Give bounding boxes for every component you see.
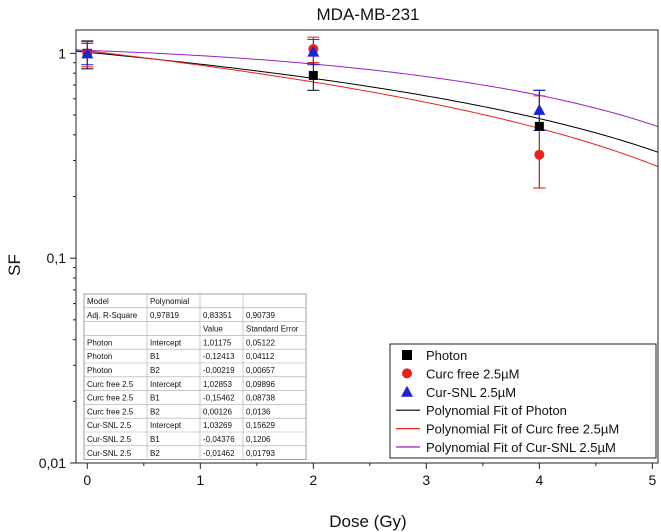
x-tick-label: 4	[535, 472, 543, 488]
fit-table-cell: B1	[150, 394, 160, 403]
fit-table-cell: 0,83351	[203, 311, 232, 320]
legend-marker-square	[402, 350, 412, 360]
fit-table-cell: -0,12413	[203, 352, 235, 361]
fit-table-cell: Curc free 2.5	[87, 407, 134, 416]
y-axis-title: SF	[5, 254, 24, 276]
fit-table-cell: 0,0136	[246, 407, 271, 416]
fit-table-cell: Photon	[87, 338, 112, 347]
legend-box	[389, 343, 657, 459]
fit-table-cell: Photon	[87, 352, 112, 361]
fit-table-cell: B2	[150, 366, 160, 375]
x-tick-label: 2	[309, 472, 317, 488]
fit-table-cell: Curc free 2.5	[87, 380, 134, 389]
fit-table-cell: B2	[150, 407, 160, 416]
fit-table-cell: -0,15462	[203, 394, 235, 403]
y-tick-label: 0,1	[47, 250, 67, 266]
fit-curve-2	[75, 49, 659, 128]
fit-table-cell: Photon	[87, 366, 112, 375]
data-point-cur-snl	[533, 103, 546, 115]
y-tick-label: 0,01	[39, 455, 66, 471]
y-tick-label: 1	[58, 45, 66, 61]
x-axis-title: Dose (Gy)	[329, 512, 406, 531]
fit-table-cell: 0,00126	[203, 407, 232, 416]
fit-table-cell: -0,00219	[203, 366, 235, 375]
fit-table-cell: 1,03269	[203, 421, 232, 430]
fit-table-cell: Curc free 2.5	[87, 394, 134, 403]
fit-table-cell: Cur-SNL 2.5	[87, 421, 132, 430]
fit-table-cell: 0,08738	[246, 394, 275, 403]
x-tick-label: 0	[83, 472, 91, 488]
fit-table-cell: Polynomial	[150, 297, 189, 306]
fit-table-cell: 0,1206	[246, 435, 271, 444]
data-point-cur-snl	[81, 47, 94, 59]
fit-table-cell: B1	[150, 435, 160, 444]
fit-table-cell: -0,01462	[203, 449, 235, 458]
fit-table-cell: 0,15629	[246, 421, 275, 430]
fit-table-cell: Adj. R-Square	[87, 311, 138, 320]
x-tick-label: 1	[196, 472, 204, 488]
legend-marker-circle	[402, 368, 412, 379]
legend-marker-triangle	[401, 385, 413, 397]
fit-table-cell: Intercept	[150, 421, 182, 430]
fit-table-cell: 0,00657	[246, 366, 275, 375]
fit-table-cell: B1	[150, 352, 160, 361]
fit-table-cell: 1,02853	[203, 380, 232, 389]
data-point-curc-free	[534, 149, 545, 160]
legend-entry: Polynomial Fit of Photon	[426, 403, 567, 418]
chart-title: MDA-MB-231	[317, 5, 420, 24]
data-point-photon	[534, 121, 544, 131]
fit-table-cell: 0,09896	[246, 380, 275, 389]
fit-table-cell: B2	[150, 449, 160, 458]
x-tick-label: 3	[422, 472, 430, 488]
fit-table-cell: Intercept	[150, 338, 182, 347]
plot-frame	[75, 29, 659, 464]
fit-table-cell: Standard Error	[246, 325, 299, 334]
fit-table-cell: 0,04112	[246, 352, 275, 361]
fit-table-cell: 0,90739	[246, 311, 275, 320]
legend-entry: Curc free 2.5µM	[426, 366, 519, 381]
legend-entry: Polynomial Fit of Cur-SNL 2.5µM	[426, 440, 616, 455]
data-point-photon	[308, 70, 318, 80]
data-point-cur-snl	[307, 45, 320, 57]
legend-entry: Polynomial Fit of Curc free 2.5µM	[426, 422, 619, 437]
fit-table-cell: Model	[87, 297, 109, 306]
fit-table-cell: Intercept	[150, 380, 182, 389]
fit-table-cell: 1,01175	[203, 338, 232, 347]
fit-table-cell: -0,04376	[203, 435, 235, 444]
fit-table-cell: 0,05122	[246, 338, 275, 347]
x-tick-label: 5	[648, 472, 656, 488]
fit-table-cell: Cur-SNL 2.5	[87, 449, 132, 458]
legend-entry: Photon	[426, 348, 467, 363]
fit-table-cell: Cur-SNL 2.5	[87, 435, 132, 444]
fit-curve-1	[75, 49, 659, 168]
fit-table-cell: 0,01793	[246, 449, 275, 458]
fit-table-cell: Value	[203, 325, 223, 334]
fit-table-cell: 0,97819	[150, 311, 179, 320]
legend-entry: Cur-SNL 2.5µM	[426, 385, 516, 400]
